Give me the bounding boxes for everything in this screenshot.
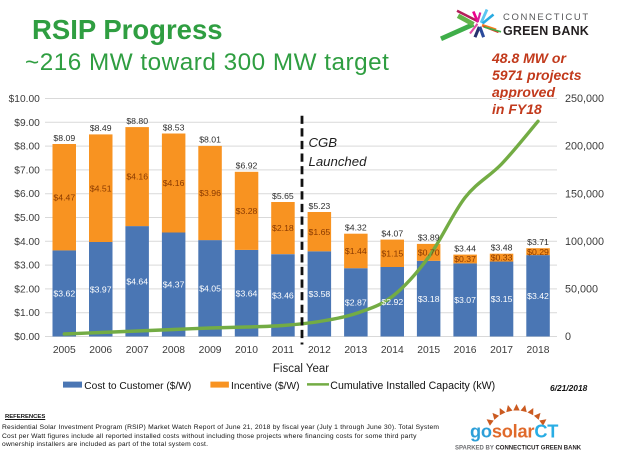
svg-text:$4.00: $4.00 <box>14 237 40 248</box>
svg-text:$4.05: $4.05 <box>199 283 221 293</box>
svg-text:Fiscal Year: Fiscal Year <box>273 363 329 375</box>
svg-text:$8.01: $8.01 <box>199 135 221 145</box>
svg-text:$0.33: $0.33 <box>491 253 513 263</box>
svg-text:$3.71: $3.71 <box>527 237 549 247</box>
svg-text:$2.92: $2.92 <box>381 297 403 307</box>
svg-text:CGB: CGB <box>309 135 338 150</box>
svg-text:2009: 2009 <box>199 345 222 356</box>
svg-text:$7.00: $7.00 <box>14 165 40 176</box>
svg-text:$3.46: $3.46 <box>272 290 294 300</box>
svg-text:$1.44: $1.44 <box>345 246 367 256</box>
svg-text:2012: 2012 <box>308 345 331 356</box>
svg-text:$5.23: $5.23 <box>309 201 331 211</box>
svg-text:$3.64: $3.64 <box>236 288 258 298</box>
svg-text:$4.51: $4.51 <box>90 183 112 193</box>
svg-text:2015: 2015 <box>417 345 440 356</box>
svg-text:Incentive ($/W): Incentive ($/W) <box>231 381 300 392</box>
svg-text:250,000: 250,000 <box>565 93 604 105</box>
svg-text:$1.65: $1.65 <box>309 227 331 237</box>
svg-text:$4.64: $4.64 <box>126 276 148 286</box>
svg-text:$0.70: $0.70 <box>418 248 440 258</box>
svg-text:$1.15: $1.15 <box>381 248 403 258</box>
svg-text:150,000: 150,000 <box>565 188 604 200</box>
svg-text:2016: 2016 <box>454 345 477 356</box>
svg-text:2007: 2007 <box>126 345 149 356</box>
svg-text:2013: 2013 <box>344 345 367 356</box>
svg-text:$8.53: $8.53 <box>163 122 185 132</box>
svg-text:$4.16: $4.16 <box>163 178 185 188</box>
svg-text:$9.00: $9.00 <box>14 118 40 129</box>
svg-text:$3.44: $3.44 <box>454 243 476 253</box>
svg-text:200,000: 200,000 <box>565 141 604 153</box>
svg-text:2010: 2010 <box>235 345 258 356</box>
svg-text:Cost to Customer ($/W): Cost to Customer ($/W) <box>84 381 191 392</box>
svg-text:$8.09: $8.09 <box>53 133 75 143</box>
svg-text:$3.62: $3.62 <box>53 289 75 299</box>
svg-text:50,000: 50,000 <box>565 284 598 296</box>
svg-text:$8.49: $8.49 <box>90 123 112 133</box>
svg-text:2018: 2018 <box>527 345 550 356</box>
svg-text:$5.65: $5.65 <box>272 191 294 201</box>
svg-text:$6.00: $6.00 <box>14 189 40 200</box>
svg-text:Launched: Launched <box>309 154 368 169</box>
svg-text:CONNECTICUT: CONNECTICUT <box>503 12 590 23</box>
svg-text:2017: 2017 <box>490 345 513 356</box>
svg-text:gosolarCT: gosolarCT <box>470 422 558 442</box>
svg-text:$3.48: $3.48 <box>491 243 513 253</box>
svg-text:$3.58: $3.58 <box>309 289 331 299</box>
svg-text:0: 0 <box>565 331 571 343</box>
svg-text:2011: 2011 <box>272 345 294 356</box>
svg-text:$6.92: $6.92 <box>236 161 258 171</box>
svg-text:$4.07: $4.07 <box>381 228 403 238</box>
svg-text:$3.28: $3.28 <box>236 206 258 216</box>
svg-text:GREEN BANK: GREEN BANK <box>503 24 589 38</box>
svg-text:2014: 2014 <box>381 345 404 356</box>
svg-text:$8.80: $8.80 <box>126 116 148 126</box>
svg-text:$2.00: $2.00 <box>14 284 40 295</box>
svg-text:$3.07: $3.07 <box>454 295 476 305</box>
svg-text:$2.87: $2.87 <box>345 297 367 307</box>
svg-text:$4.47: $4.47 <box>53 192 75 202</box>
svg-text:$0.00: $0.00 <box>14 332 40 343</box>
svg-text:$4.32: $4.32 <box>345 223 367 233</box>
svg-text:$3.00: $3.00 <box>14 261 40 272</box>
svg-text:6/21/2018: 6/21/2018 <box>550 383 588 393</box>
svg-text:$3.96: $3.96 <box>199 188 221 198</box>
svg-text:$0.37: $0.37 <box>454 254 476 264</box>
svg-text:$3.89: $3.89 <box>418 233 440 243</box>
svg-text:$1.00: $1.00 <box>14 308 40 319</box>
svg-text:$3.15: $3.15 <box>491 294 513 304</box>
svg-text:$4.37: $4.37 <box>163 280 185 290</box>
svg-text:$4.16: $4.16 <box>126 172 148 182</box>
svg-text:2006: 2006 <box>89 345 112 356</box>
svg-text:$3.42: $3.42 <box>527 291 549 301</box>
svg-text:$8.00: $8.00 <box>14 142 40 153</box>
svg-text:$10.00: $10.00 <box>9 94 40 105</box>
svg-text:$3.97: $3.97 <box>90 284 112 294</box>
svg-text:$0.29: $0.29 <box>527 247 549 257</box>
svg-text:$3.18: $3.18 <box>418 294 440 304</box>
svg-text:100,000: 100,000 <box>565 236 604 248</box>
svg-text:$5.00: $5.00 <box>14 213 40 224</box>
svg-text:SPARKED BY CONNECTICUT GREEN B: SPARKED BY CONNECTICUT GREEN BANK <box>455 446 582 452</box>
svg-text:Cumulative Installed Capacity: Cumulative Installed Capacity (kW) <box>330 380 495 392</box>
svg-text:$2.18: $2.18 <box>272 223 294 233</box>
svg-text:2005: 2005 <box>53 345 76 356</box>
svg-text:2008: 2008 <box>162 345 185 356</box>
